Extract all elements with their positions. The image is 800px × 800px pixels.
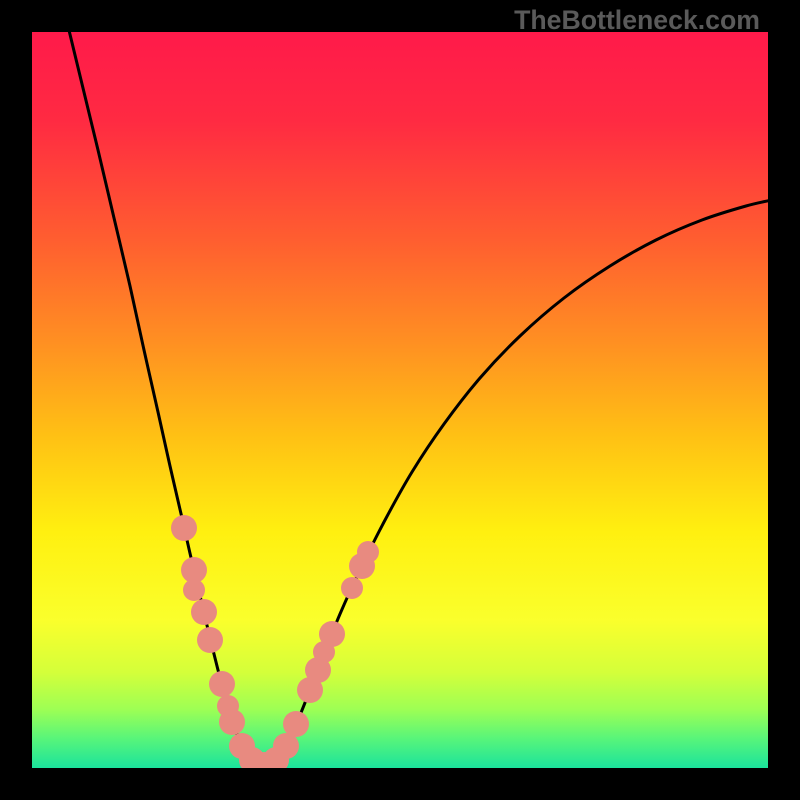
plot-area (32, 32, 768, 768)
gradient-background (32, 32, 768, 768)
data-marker (197, 627, 223, 653)
data-marker (341, 577, 363, 599)
data-marker (357, 541, 379, 563)
data-marker (171, 515, 197, 541)
data-marker (183, 579, 205, 601)
data-marker (219, 709, 245, 735)
chart-svg (32, 32, 768, 768)
data-marker (283, 711, 309, 737)
data-marker (319, 621, 345, 647)
data-marker (209, 671, 235, 697)
chart-container: TheBottleneck.com (0, 0, 800, 800)
data-marker (191, 599, 217, 625)
watermark-text: TheBottleneck.com (514, 5, 760, 36)
